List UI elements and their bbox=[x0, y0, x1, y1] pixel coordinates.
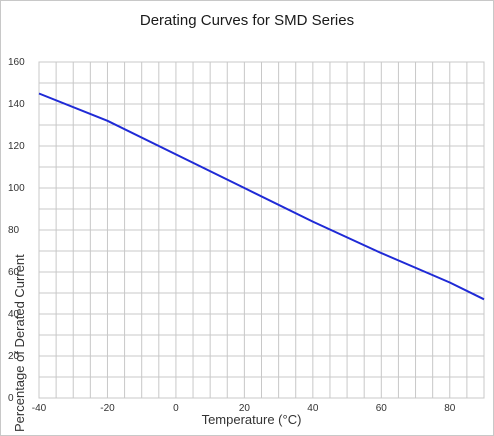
y-tick-label: 160 bbox=[8, 57, 25, 68]
y-tick-label: 60 bbox=[8, 267, 20, 278]
tick-labels: 0 20 40 60 80 100 120 140 160 -40 -20 0 20 40 60 80 bbox=[8, 57, 456, 414]
y-axis-title: Percentage of Derated Current bbox=[12, 254, 27, 432]
x-tick-label: 40 bbox=[307, 403, 319, 414]
y-tick-label: 80 bbox=[8, 225, 20, 236]
grid bbox=[38, 61, 485, 399]
x-tick-label: -20 bbox=[100, 403, 115, 414]
x-tick-label: 80 bbox=[444, 403, 456, 414]
x-tick-label: 20 bbox=[239, 403, 251, 414]
plot-border bbox=[38, 61, 485, 399]
x-tick-label: 60 bbox=[376, 403, 388, 414]
y-tick-label: 100 bbox=[8, 183, 25, 194]
chart-title: Derating Curves for SMD Series bbox=[139, 12, 355, 29]
y-tick-label: 20 bbox=[8, 351, 20, 362]
series-layer bbox=[38, 92, 485, 301]
series-line-1 bbox=[38, 92, 485, 301]
x-axis-title: Temperature (°C) bbox=[202, 412, 302, 427]
x-tick-label: 0 bbox=[173, 403, 179, 414]
y-tick-label: 40 bbox=[8, 309, 20, 320]
y-tick-label: 140 bbox=[8, 99, 25, 110]
y-tick-label: 0 bbox=[8, 393, 14, 404]
y-tick-label: 120 bbox=[8, 141, 25, 152]
x-tick-label: -40 bbox=[32, 403, 47, 414]
